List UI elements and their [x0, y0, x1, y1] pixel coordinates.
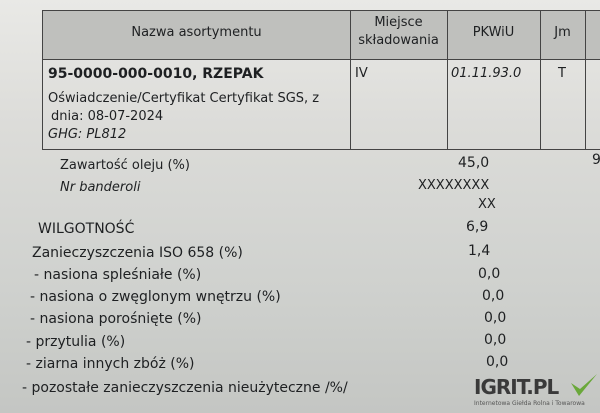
header-pkwiu: PKWiU — [472, 25, 515, 40]
header-nazwa: Nazwa asortymentu — [131, 25, 262, 40]
param-label: WILGOTNOŚĆ — [38, 221, 135, 237]
param-value-2: XX — [478, 197, 496, 212]
cell-miejsce: IV — [355, 66, 368, 81]
param-label: Nr banderoli — [60, 180, 141, 195]
ghg-code: GHG: PL812 — [48, 127, 127, 142]
param-value: 6,9 — [466, 219, 489, 235]
table-header — [43, 11, 600, 60]
cell-pkwiu: 01.11.93.0 — [451, 66, 522, 81]
certificate-line-1: Oświadczenie/Certyfikat Certyfikat SGS, … — [48, 91, 320, 106]
param-value: 0,0 — [482, 288, 505, 304]
param-label: Zawartość oleju (%) — [60, 158, 190, 173]
checkmark-icon — [571, 374, 597, 396]
header-jm: Jm — [554, 25, 571, 40]
igrit-watermark-logo: IGRIT.PL Internetowa Giełda Rolna i Towa… — [474, 374, 598, 412]
param-value: 45,0 — [458, 155, 490, 171]
assortment-table: Nazwa asortymentu Miejsce składowania PK… — [42, 10, 600, 150]
edge-fragment: 9 — [592, 152, 600, 168]
param-label: - nasiona spleśniałe (%) — [34, 267, 202, 283]
param-label: - pozostałe zanieczyszczenia nieużyteczn… — [22, 380, 348, 396]
param-value: 0,0 — [484, 310, 507, 326]
header-miejsce-1: Miejsce — [374, 15, 423, 30]
param-label: Zanieczyszczenia ISO 658 (%) — [32, 245, 243, 261]
param-value: 0,0 — [478, 266, 501, 282]
watermark-brand: IGRIT.PL — [474, 375, 559, 399]
param-value: 1,4 — [468, 243, 491, 259]
param-label: - ziarna innych zbóż (%) — [26, 356, 195, 372]
cell-jm: T — [558, 66, 566, 81]
param-value: 0,0 — [486, 354, 509, 370]
param-label: - nasiona porośnięte (%) — [30, 311, 202, 327]
certificate-line-2: dnia: 08-07-2024 — [51, 109, 164, 124]
product-name: 95-0000-000-0010, RZEPAK — [48, 66, 264, 82]
param-value: XXXXXXXX — [418, 178, 490, 193]
param-value: 0,0 — [484, 332, 507, 348]
watermark-tagline: Internetowa Giełda Rolna i Towarowa — [474, 400, 585, 407]
param-label: - nasiona o zwęglonym wnętrzu (%) — [30, 289, 281, 305]
header-miejsce-2: składowania — [358, 33, 439, 48]
param-label: - przytulia (%) — [26, 334, 126, 350]
